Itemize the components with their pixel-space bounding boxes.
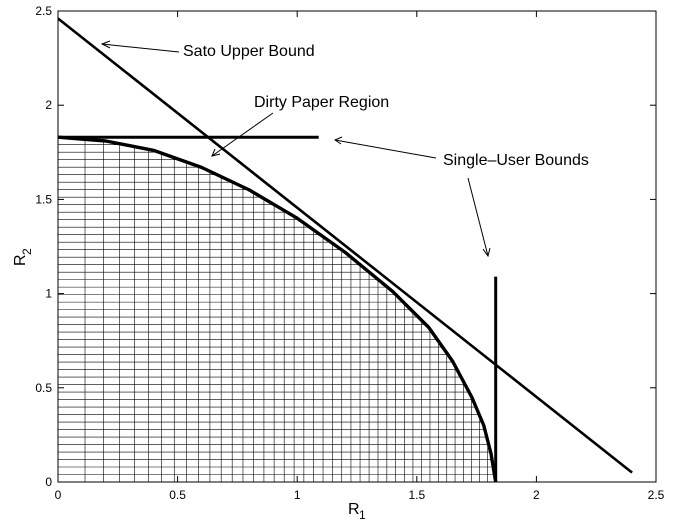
series-dirty-paper-line bbox=[58, 135, 498, 482]
arrow-sato bbox=[101, 43, 180, 53]
x-axis-label-main: R bbox=[348, 501, 360, 518]
arrowhead-sato bbox=[100, 40, 111, 49]
y-axis-label: R 2 bbox=[12, 248, 34, 266]
y-axis-label-sub: 2 bbox=[20, 248, 34, 255]
arrow-single-user-horizontal bbox=[334, 139, 437, 159]
y-tick-label: 0.5 bbox=[35, 381, 52, 395]
arrow-dirty-paper bbox=[211, 112, 274, 157]
x-tick-label: 2 bbox=[533, 488, 540, 502]
annotation-single-user-bounds: Single–User Bounds bbox=[443, 152, 589, 169]
axis-ticks: 0 0.5 1 1.5 2 2.5 0 0.5 1 1.5 2 2.5 bbox=[35, 4, 664, 502]
arrowhead-dirty-paper bbox=[211, 148, 221, 157]
x-tick-label: 1 bbox=[294, 488, 301, 502]
x-tick-label: 1.5 bbox=[408, 488, 425, 502]
x-tick-label: 0 bbox=[55, 488, 62, 502]
arrowhead-single-user-vertical bbox=[482, 247, 491, 258]
plot-frame bbox=[57, 10, 657, 483]
y-tick-label: 1 bbox=[45, 287, 52, 301]
x-axis-label-sub: 1 bbox=[359, 508, 366, 522]
x-axis-label: R 1 bbox=[348, 501, 366, 522]
arrowhead-single-user-horizontal bbox=[333, 136, 343, 145]
y-tick-label: 0 bbox=[45, 475, 52, 489]
arrow-single-user-vertical bbox=[467, 177, 489, 257]
annotation-sato-upper-bound: Sato Upper Bound bbox=[183, 43, 315, 60]
series-group bbox=[58, 17, 633, 482]
dirty-paper-region-mesh bbox=[58, 137, 496, 482]
annotations: Sato Upper Bound Dirty Paper Region Sing… bbox=[100, 40, 589, 258]
y-tick-label: 2.5 bbox=[35, 4, 52, 18]
series-sato-line bbox=[58, 17, 633, 474]
y-tick-label: 1.5 bbox=[35, 192, 52, 206]
x-tick-label: 2.5 bbox=[648, 488, 665, 502]
annotation-dirty-paper-region: Dirty Paper Region bbox=[254, 94, 389, 111]
y-axis-label-main: R bbox=[12, 254, 29, 266]
x-tick-label: 0.5 bbox=[169, 488, 186, 502]
y-tick-label: 2 bbox=[45, 98, 52, 112]
